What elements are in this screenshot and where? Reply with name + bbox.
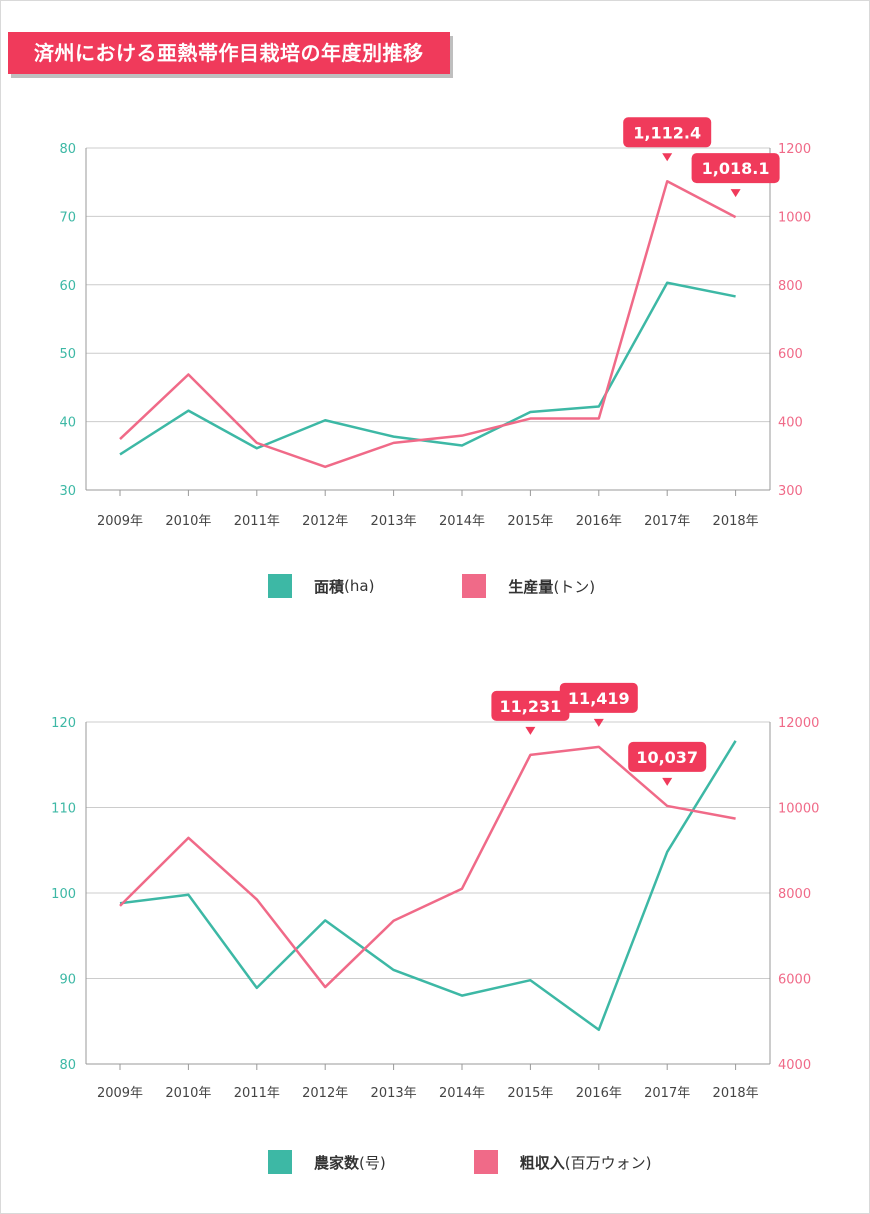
legend-item-area: 面積 (ha) — [268, 574, 374, 598]
callout-box — [628, 741, 707, 772]
callout-label: 10,037 — [636, 748, 698, 767]
x-tick-label: 2013年 — [371, 1086, 417, 1101]
callout-box — [491, 690, 570, 721]
callout-label: 1,112.4 — [633, 123, 701, 142]
right-tick-label: 400 — [778, 416, 803, 431]
legend-item-production: 生産量 (トン) — [462, 574, 595, 598]
right-tick-label: 1200 — [778, 142, 811, 157]
legend-label-production: 生産量 — [508, 577, 554, 596]
right-tick-label: 6000 — [778, 973, 811, 988]
right-tick-label: 12000 — [778, 716, 819, 731]
x-tick-label: 2010年 — [165, 514, 211, 529]
callout-box — [559, 682, 638, 713]
legend-swatch-area — [268, 574, 292, 598]
legend-unit-production: (トン) — [553, 577, 596, 596]
legend-label-income: 粗収入 — [519, 1153, 565, 1172]
legend-chart-1: 面積 (ha) 生産量 (トン) — [268, 574, 683, 598]
x-tick-label: 2011年 — [234, 514, 280, 529]
legend-unit-area: (ha) — [344, 577, 375, 595]
right-tick-label: 800 — [778, 279, 803, 294]
callout-box — [623, 117, 712, 148]
left-tick-label: 40 — [59, 416, 76, 431]
left-tick-label: 120 — [51, 716, 76, 731]
legend-item-farms: 農家数 (号) — [268, 1150, 386, 1174]
right-tick-label: 600 — [778, 347, 803, 362]
x-tick-label: 2018年 — [713, 1086, 759, 1101]
x-tick-label: 2017年 — [644, 1086, 690, 1101]
left-tick-label: 80 — [59, 142, 76, 157]
x-tick-label: 2012年 — [302, 514, 348, 529]
series-line-teal — [119, 740, 737, 1032]
series-line-teal — [119, 281, 736, 456]
right-tick-label: 10000 — [778, 802, 819, 817]
callout-box — [691, 153, 780, 184]
x-tick-label: 2013年 — [371, 514, 417, 529]
right-tick-label: 8000 — [778, 887, 811, 902]
legend-chart-2: 農家数 (号) 粗収入 (百万ウォン) — [268, 1150, 739, 1174]
series-line-pink — [119, 180, 737, 469]
right-tick-label: 1000 — [778, 210, 811, 225]
callout-label: 1,018.1 — [702, 159, 770, 178]
x-tick-label: 2014年 — [439, 514, 485, 529]
left-tick-label: 30 — [59, 484, 76, 499]
callout-label: 11,419 — [568, 689, 630, 708]
callout-pointer — [662, 153, 673, 162]
callout-pointer — [662, 777, 673, 786]
x-tick-label: 2015年 — [507, 514, 553, 529]
right-tick-label: 300 — [778, 484, 803, 499]
left-tick-label: 110 — [51, 802, 76, 817]
left-tick-label: 90 — [59, 973, 76, 988]
x-tick-label: 2016年 — [576, 1086, 622, 1101]
series-line-pink — [119, 745, 736, 989]
x-tick-label: 2014年 — [439, 1086, 485, 1101]
legend-swatch-farms — [268, 1150, 292, 1174]
legend-swatch-production — [462, 574, 487, 598]
x-tick-label: 2012年 — [302, 1086, 348, 1101]
callout-pointer — [593, 718, 604, 727]
x-tick-label: 2009年 — [97, 514, 143, 529]
x-tick-label: 2016年 — [576, 514, 622, 529]
callout-pointer — [730, 189, 741, 198]
callout-pointer — [525, 726, 536, 735]
left-tick-label: 70 — [59, 210, 76, 225]
legend-swatch-income — [473, 1150, 498, 1174]
x-tick-label: 2010年 — [165, 1086, 211, 1101]
legend-item-income: 粗収入 (百万ウォン) — [473, 1150, 652, 1174]
left-tick-label: 80 — [59, 1058, 76, 1073]
left-tick-label: 100 — [51, 887, 76, 902]
x-tick-label: 2011年 — [234, 1086, 280, 1101]
left-tick-label: 50 — [59, 347, 76, 362]
page-title: 済州における亜熱帯作目栽培の年度別推移 — [8, 32, 450, 74]
legend-unit-income: (百万ウォン) — [564, 1153, 652, 1172]
legend-unit-farms: (号) — [359, 1153, 386, 1172]
callout-label: 11,231 — [500, 697, 562, 716]
left-tick-label: 60 — [59, 279, 76, 294]
legend-label-area: 面積 — [314, 577, 345, 596]
x-tick-label: 2018年 — [713, 514, 759, 529]
right-tick-label: 4000 — [778, 1058, 811, 1073]
x-tick-label: 2009年 — [97, 1086, 143, 1101]
x-tick-label: 2017年 — [644, 514, 690, 529]
x-tick-label: 2015年 — [507, 1086, 553, 1101]
legend-label-farms: 農家数 — [314, 1153, 360, 1172]
